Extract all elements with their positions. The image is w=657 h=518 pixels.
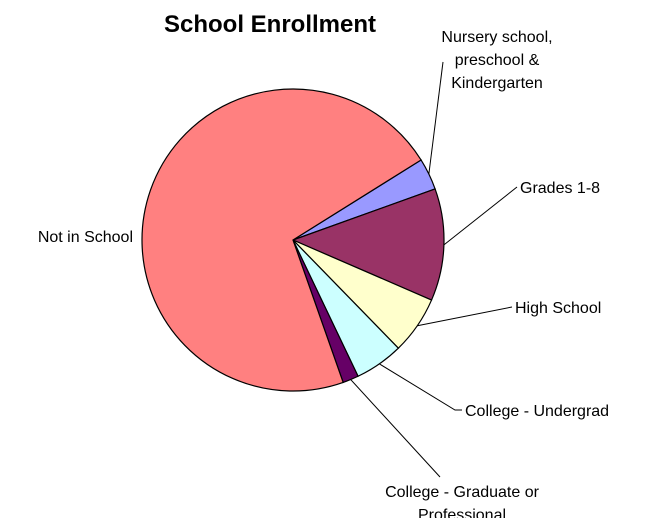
leader-line-college-undergrad (379, 363, 462, 411)
slice-label-line: preschool & (455, 52, 540, 69)
leader-line-grades-1-8 (443, 186, 518, 246)
leader-line-nursery-school-preschool-kindergarten (428, 61, 444, 175)
slice-labels: Nursery school, preschool & Kindergarten Gr… (38, 29, 609, 518)
pie-slice-grades-1-8 (291, 188, 445, 301)
slice-label-grades-1-8: Grades 1-8 (520, 180, 600, 197)
pie-slice-not-in-school (141, 88, 422, 392)
slice-label-line: Grades 1-8 (520, 180, 600, 197)
slice-label-high-school: High School (515, 300, 601, 317)
slice-label-nursery-school-preschool-kindergarten: Nursery school, preschool & Kindergarten (441, 29, 552, 92)
slice-label-college-undergrad: College - Undergrad (465, 403, 609, 420)
pie-slices (141, 88, 445, 392)
slice-label-line: Not in School (38, 229, 133, 246)
slice-label-line: High School (515, 300, 601, 317)
slice-label-line: Kindergarten (451, 75, 543, 92)
chart-title: School Enrollment (164, 11, 376, 38)
slice-label-line: College - Graduate or (385, 484, 540, 501)
slice-label-college-graduate-or-professional: College - Graduate or Professional (385, 484, 540, 518)
leader-line-high-school (417, 306, 513, 327)
slice-label-line: College - Undergrad (465, 403, 609, 420)
slice-label-not-in-school: Not in School (38, 229, 133, 246)
leader-lines (350, 61, 518, 478)
slice-label-line: Nursery school, (441, 29, 552, 46)
leader-line-college-graduate-or-professional (350, 379, 441, 478)
slice-label-line: Professional (418, 507, 506, 518)
